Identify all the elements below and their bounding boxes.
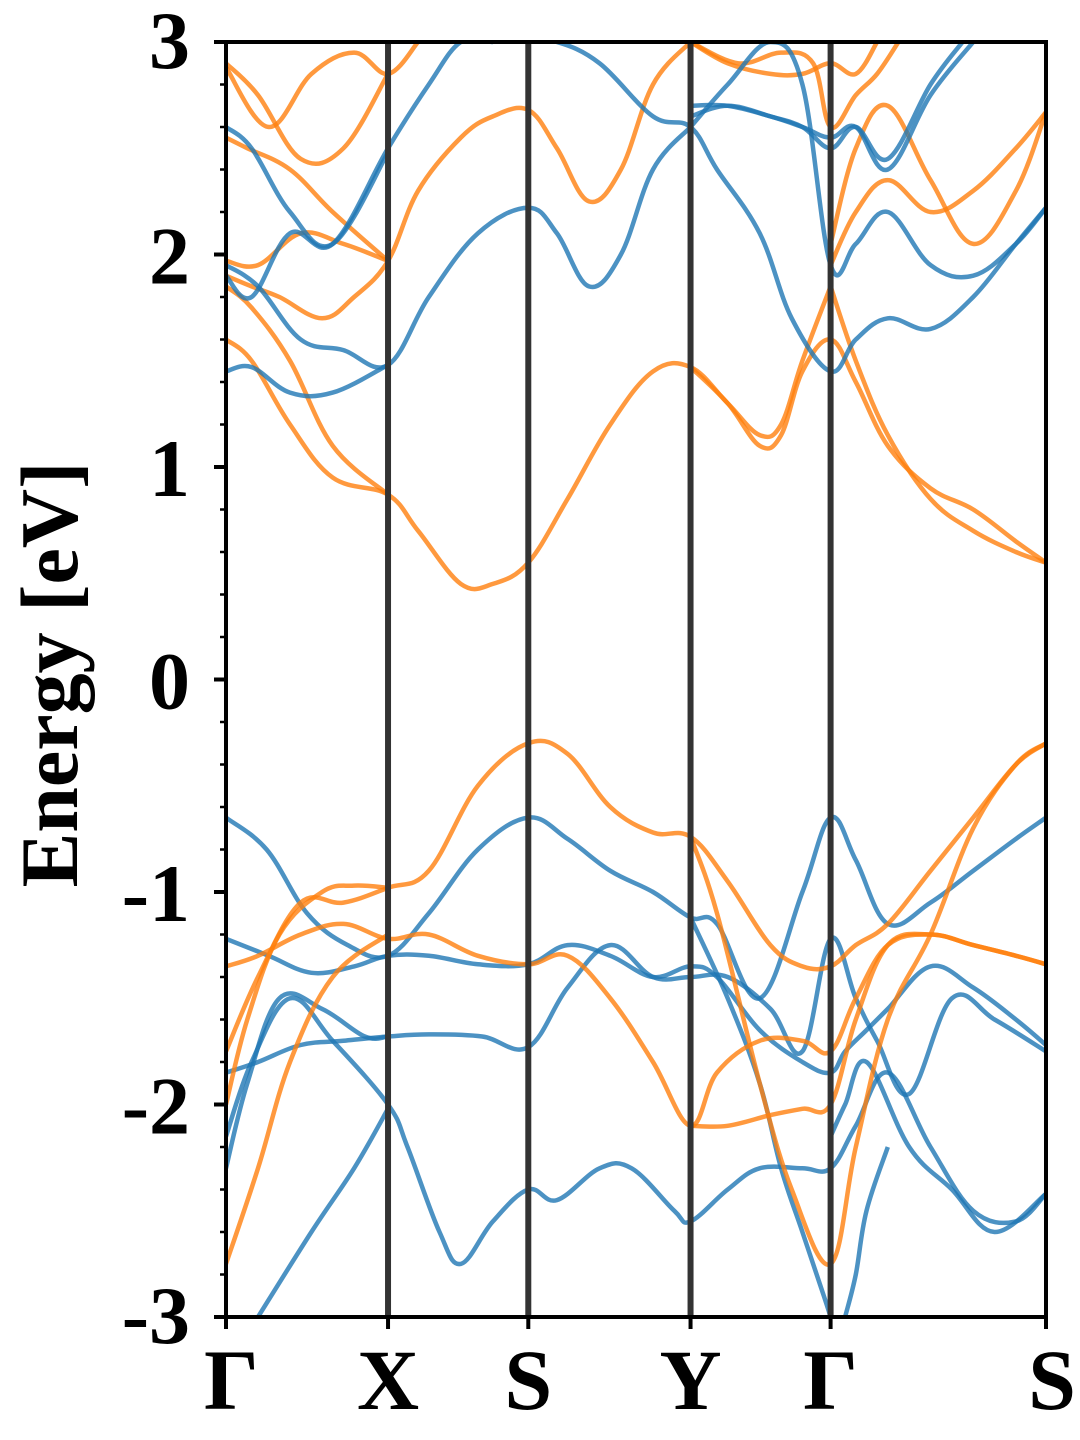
band-line-blue-9 [842,1146,890,1317]
band-line-orange-16 [226,285,833,592]
band-line-orange-22 [828,110,1046,267]
band-line-orange-15 [690,931,1046,1129]
band-line-blue-7 [688,916,833,1317]
band-line-orange-14 [688,741,1046,1267]
plot-frame [224,40,1048,1319]
y-tick-label: -2 [122,1061,190,1152]
band-line-orange-18 [688,337,1046,565]
x-tick-label: S [1028,1332,1076,1428]
band-line-orange-19 [828,285,1046,565]
band-line-orange-25 [226,61,390,166]
band-line-blue-5 [226,991,389,1169]
y-axis-label: Energy [eV] [4,462,95,888]
band-line-blue-6 [256,1107,390,1317]
band-line-orange-28 [689,42,901,130]
y-tick-label: 3 [149,0,190,86]
x-tick-label: X [357,1332,419,1428]
band-lines [226,42,1046,1317]
high-symmetry-lines [385,42,834,1317]
plot-area [226,42,1046,1317]
band-line-blue-33 [528,42,1046,374]
y-axis-tick-labels: 3 2 1 0 -1 -2 -3 [122,0,190,1361]
band-line-blue-1 [226,814,1046,1001]
y-tick-label: 2 [149,211,190,302]
band-line-orange-27 [689,42,880,78]
band-line-orange-23 [828,102,1046,247]
x-tick-label: Γ [204,1332,259,1428]
x-tick-label: Γ [803,1332,858,1428]
y-tick-label: 0 [149,636,190,727]
band-line-blue-8 [828,1058,1046,1235]
band-line-orange-13 [226,932,390,1265]
band-line-blue-29 [226,362,390,399]
x-tick-label: S [504,1332,552,1428]
band-line-blue-34 [688,42,1046,280]
band-line-orange-17 [226,284,390,497]
y-tick-label: -3 [122,1270,190,1361]
band-line-blue-4 [226,995,1046,1267]
band-line-blue-30 [226,125,693,370]
band-line-orange-12 [226,883,389,1106]
band-line-blue-32 [226,125,390,249]
y-tick-label: -1 [122,848,190,939]
x-tick-label: Y [659,1332,721,1428]
band-line-orange-11 [226,738,1046,1053]
y-tick-label: 1 [149,423,190,514]
band-line-orange-20 [226,42,693,321]
band-line-orange-24 [226,135,390,263]
